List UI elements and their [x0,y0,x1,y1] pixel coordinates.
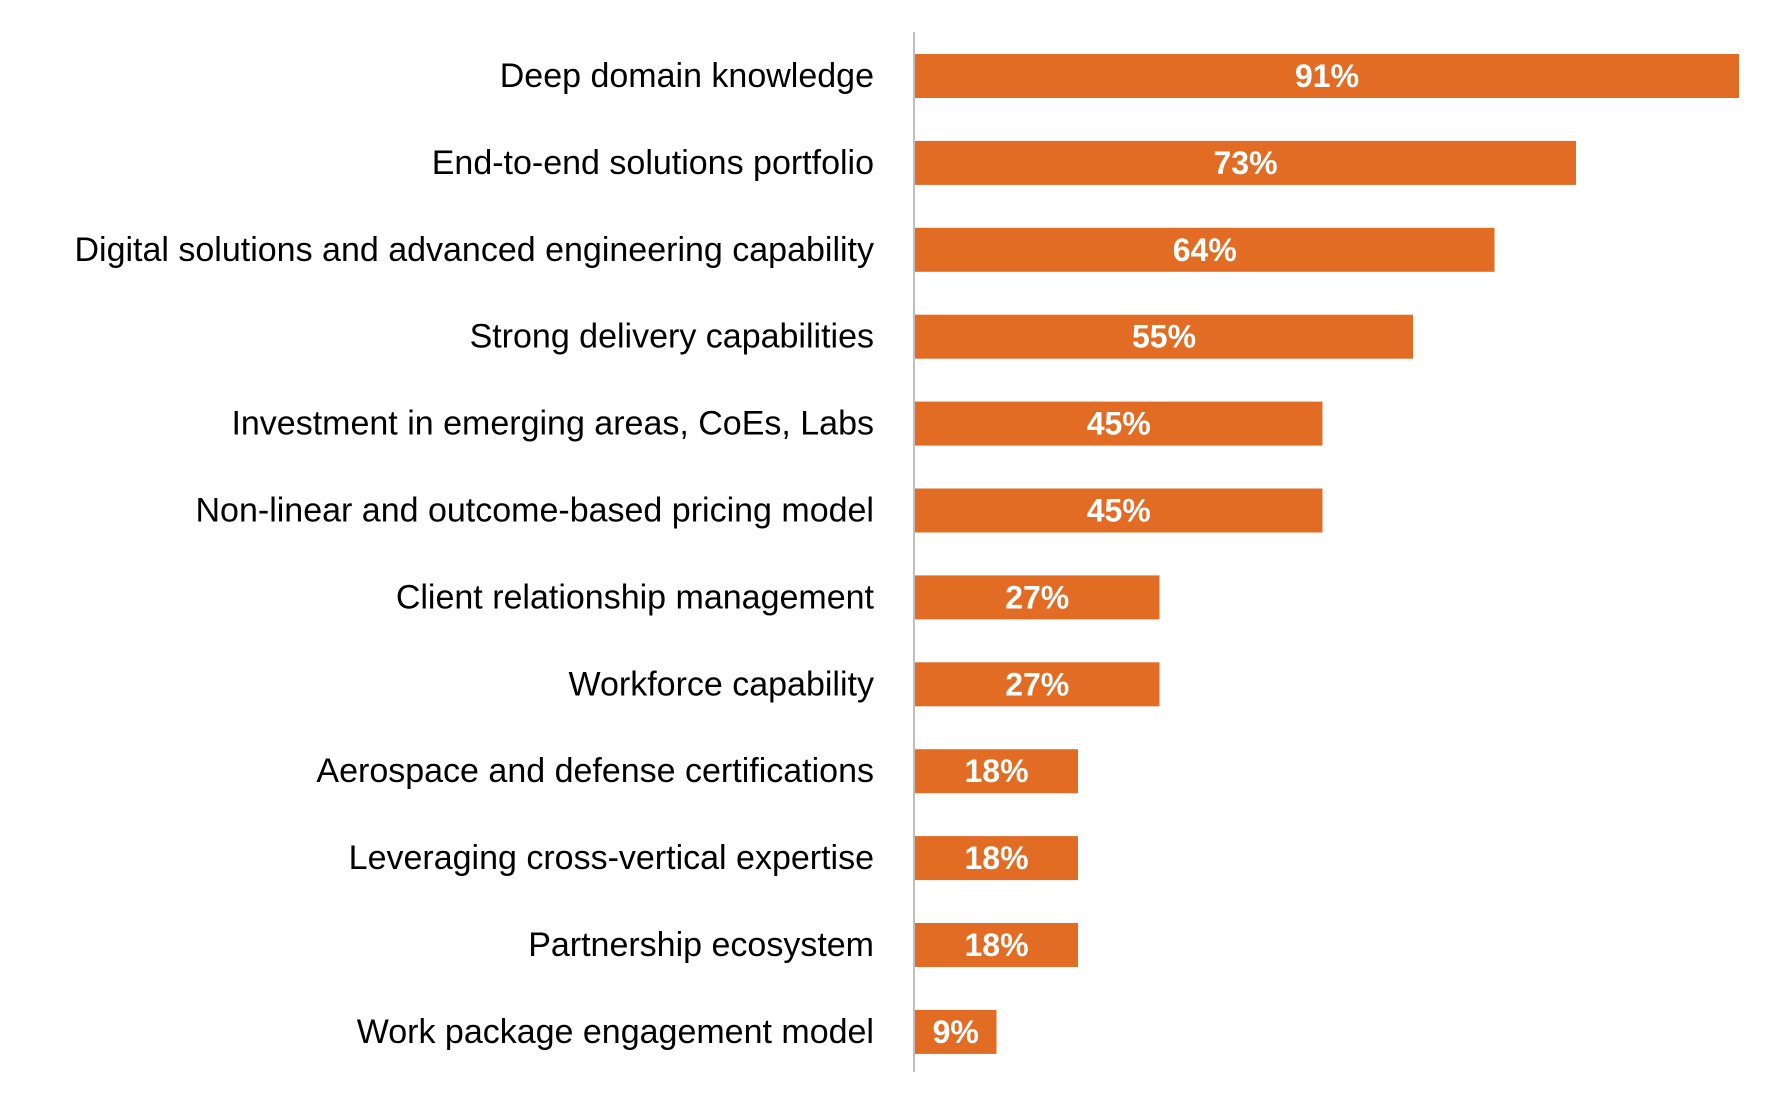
bars-group: 91% 73% 64% 55% 45% 45% 27% 27% 18% 18% 18% 9% [915,54,1739,1054]
bar-2 [915,227,1495,272]
category-label-9: Leveraging cross-vertical expertise [349,839,874,877]
data-label-3: 55% [1132,319,1196,355]
bar-10 [915,923,1078,967]
bar-4 [915,401,1323,446]
bar-9 [915,836,1078,881]
bar-3 [915,314,1414,359]
category-label-4: Investment in emerging areas, CoEs, Labs [231,405,874,443]
data-label-11: 9% [933,1014,979,1050]
data-label-6: 27% [1005,579,1069,615]
data-label-8: 18% [964,753,1028,789]
bar-6 [915,575,1160,620]
data-label-1: 73% [1213,145,1277,181]
category-label-2: Digital solutions and advanced engineeri… [74,231,874,269]
category-label-8: Aerospace and defense certifications [316,752,874,790]
category-label-0: Deep domain knowledge [500,57,874,95]
bar-8 [915,749,1078,794]
category-label-7: Workforce capability [569,665,875,703]
category-label-5: Non-linear and outcome-based pricing mod… [196,492,875,530]
bar-7 [915,662,1160,707]
bar-5 [915,488,1323,533]
data-label-10: 18% [964,927,1028,963]
category-labels-group: Deep domain knowledge End-to-end solution… [74,57,874,1051]
data-label-7: 27% [1005,666,1069,702]
data-label-9: 18% [964,840,1028,876]
category-label-6: Client relationship management [396,578,875,616]
data-label-4: 45% [1087,406,1151,442]
bar-0 [915,54,1739,98]
data-label-5: 45% [1087,493,1151,529]
category-label-11: Work package engagement model [357,1013,874,1051]
bar-1 [915,140,1577,185]
category-label-3: Strong delivery capabilities [470,318,874,356]
data-label-0: 91% [1295,58,1359,94]
category-label-1: End-to-end solutions portfolio [432,144,874,182]
category-label-10: Partnership ecosystem [528,926,874,964]
data-label-2: 64% [1173,232,1237,268]
bar-11 [915,1009,997,1054]
